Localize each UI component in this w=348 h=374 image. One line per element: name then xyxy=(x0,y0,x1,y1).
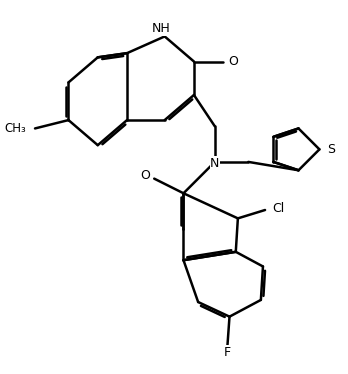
Text: Cl: Cl xyxy=(272,202,285,215)
Text: CH₃: CH₃ xyxy=(4,122,26,135)
Text: S: S xyxy=(327,143,335,156)
Text: N: N xyxy=(210,157,220,170)
Text: O: O xyxy=(228,55,238,68)
Text: O: O xyxy=(140,169,150,182)
Text: NH: NH xyxy=(152,22,171,36)
Text: F: F xyxy=(224,346,231,359)
